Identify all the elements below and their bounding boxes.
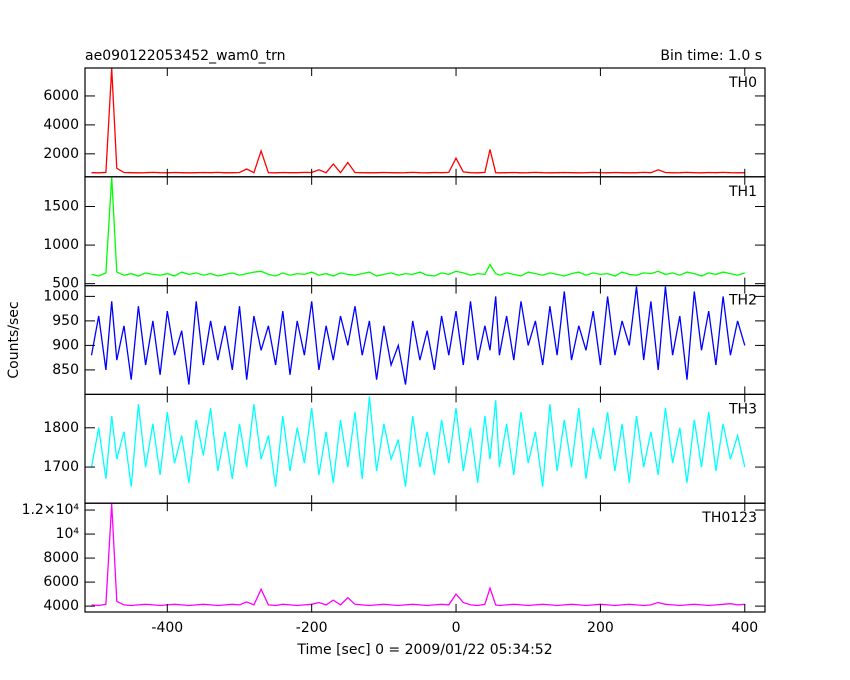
y-tick-label: 8000 (43, 550, 79, 566)
panel-frame (84, 393, 766, 504)
x-tick-label: 400 (731, 620, 758, 636)
light-curve (91, 68, 745, 174)
y-tick-label: 1000 (43, 288, 79, 304)
y-tick-label: 6000 (43, 88, 79, 104)
panel-frame (84, 502, 766, 613)
y-tick-label: 10⁴ (56, 526, 80, 542)
y-axis-label: Counts/sec (6, 301, 22, 378)
y-tick-label: 1000 (43, 237, 79, 253)
y-tick-label: 900 (52, 337, 79, 353)
x-axis-label: Time [sec] 0 = 2009/01/22 05:34:52 (296, 642, 552, 658)
y-tick-label: 4000 (43, 598, 79, 614)
panel-label: TH2 (728, 293, 757, 309)
panel-label: TH0123 (701, 510, 757, 526)
chart-title: ae090122053452_wam0_trn (85, 48, 286, 64)
panel-label: TH0 (728, 75, 757, 91)
panel-label: TH3 (728, 401, 757, 417)
y-tick-label: 1800 (43, 420, 79, 436)
panel-frame (84, 176, 766, 287)
light-curve (90, 286, 746, 385)
y-tick-label: 2000 (43, 146, 79, 162)
bin-time: Bin time: 1.0 s (660, 48, 762, 64)
y-tick-label: 1.2×10⁴ (22, 502, 80, 518)
x-tick-label: 0 (452, 620, 461, 636)
x-tick-label: -200 (296, 620, 328, 636)
y-tick-label: 1500 (43, 199, 79, 215)
y-tick-label: 4000 (43, 117, 79, 133)
y-tick-label: 1700 (43, 459, 79, 475)
y-tick-label: 500 (52, 276, 79, 292)
x-tick-label: -400 (151, 620, 183, 636)
light-curve (91, 177, 745, 277)
light-curve (91, 503, 745, 607)
y-tick-label: 950 (52, 313, 79, 329)
y-tick-label: 850 (52, 362, 79, 378)
light-curve (90, 396, 746, 487)
panel-label: TH1 (728, 184, 757, 200)
x-tick-label: 200 (587, 620, 614, 636)
panel-frame (84, 67, 766, 178)
y-tick-label: 6000 (43, 574, 79, 590)
